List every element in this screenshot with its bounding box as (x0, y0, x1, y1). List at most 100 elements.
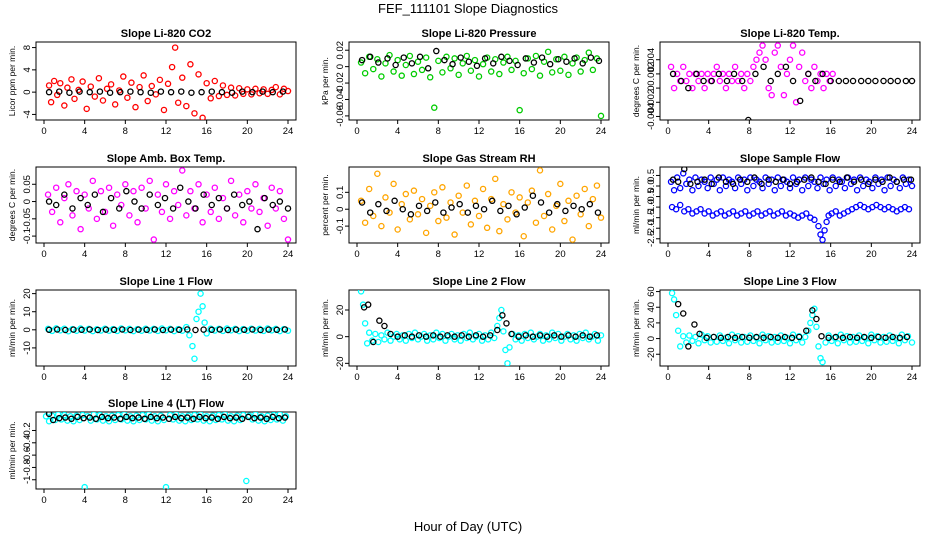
data-point (130, 417, 137, 425)
data-point (705, 208, 712, 215)
data-point (216, 326, 224, 333)
x-tick-label: 4 (706, 249, 711, 260)
x-tick-label: 16 (201, 126, 212, 137)
data-point (565, 332, 572, 339)
data-point (577, 68, 584, 75)
data-point (722, 84, 730, 92)
data-point (93, 215, 101, 223)
data-point (364, 301, 372, 308)
y-tick-label: 8 (22, 45, 33, 50)
data-point (69, 205, 76, 212)
data-point (479, 185, 487, 193)
data-point (756, 340, 763, 347)
data-point (138, 184, 145, 191)
x-tick-label: 8 (123, 495, 128, 506)
data-point (737, 180, 745, 188)
data-point (829, 70, 836, 78)
data-point (807, 319, 814, 327)
data-point (772, 178, 780, 186)
data-point (137, 88, 144, 96)
data-point (408, 60, 416, 67)
data-point (73, 187, 80, 195)
panel-frame (659, 289, 921, 367)
y-tick-label: 0 (335, 64, 346, 69)
y-tick-label: 0 (646, 85, 657, 90)
data-point (429, 336, 437, 343)
data-point (597, 214, 605, 221)
data-point (77, 194, 84, 202)
y-axis-label: ml/min per min. (631, 299, 641, 357)
data-point (381, 336, 388, 343)
data-point (199, 303, 206, 310)
data-point (146, 191, 153, 198)
data-point (850, 178, 858, 186)
data-point (148, 417, 156, 424)
data-point (81, 191, 88, 198)
data-point (408, 333, 416, 340)
data-point (433, 47, 440, 55)
data-point (276, 412, 284, 418)
data-point (667, 63, 675, 71)
data-point (528, 65, 536, 73)
data-point (147, 413, 154, 421)
data-point (44, 191, 52, 198)
data-point (569, 236, 576, 243)
data-point (263, 415, 270, 423)
data-point (177, 414, 185, 422)
data-point (802, 333, 809, 341)
data-point (780, 91, 788, 99)
data-point (758, 180, 765, 188)
data-point (199, 219, 206, 226)
points-layer (667, 167, 916, 243)
data-point (672, 205, 680, 213)
points-layer (44, 290, 292, 363)
data-point (553, 55, 560, 63)
data-point (402, 337, 410, 344)
data-point (410, 70, 418, 78)
data-point (424, 65, 432, 72)
data-point (402, 61, 410, 69)
data-point (123, 413, 130, 421)
data-point (447, 199, 454, 206)
data-point (805, 70, 812, 78)
data-point (392, 61, 399, 69)
y-tick-label: 0 (335, 334, 346, 339)
data-point (45, 417, 53, 425)
data-point (500, 200, 507, 208)
data-point (113, 191, 121, 198)
data-point (195, 71, 202, 78)
data-point (717, 208, 725, 215)
data-point (238, 415, 246, 423)
data-point (879, 178, 886, 186)
x-tick-label: 24 (283, 495, 294, 506)
data-point (869, 184, 876, 192)
data-point (670, 296, 678, 303)
data-point (171, 413, 179, 421)
data-point (893, 178, 901, 186)
data-point (215, 92, 223, 100)
data-point (722, 178, 730, 186)
data-point (504, 216, 511, 223)
data-point (585, 222, 593, 230)
x-tick-label: 8 (747, 372, 752, 383)
data-point (681, 167, 688, 173)
data-point (193, 315, 200, 323)
data-point (716, 186, 724, 194)
data-point (252, 412, 259, 418)
y-tick-label: -0.8 (22, 459, 33, 475)
data-point (506, 344, 513, 351)
data-point (865, 180, 872, 188)
data-point (185, 198, 192, 205)
data-point (231, 212, 239, 219)
y-tick-label: -0.4 (22, 435, 33, 451)
x-tick-label: 16 (514, 372, 525, 383)
x-tick-label: 16 (825, 126, 836, 137)
x-tick-label: 0 (41, 126, 46, 137)
data-point (418, 195, 426, 203)
data-point (760, 63, 767, 71)
data-point (451, 55, 458, 62)
data-point (573, 192, 580, 199)
data-point (372, 330, 379, 338)
data-point (439, 69, 446, 76)
data-point (865, 340, 872, 347)
